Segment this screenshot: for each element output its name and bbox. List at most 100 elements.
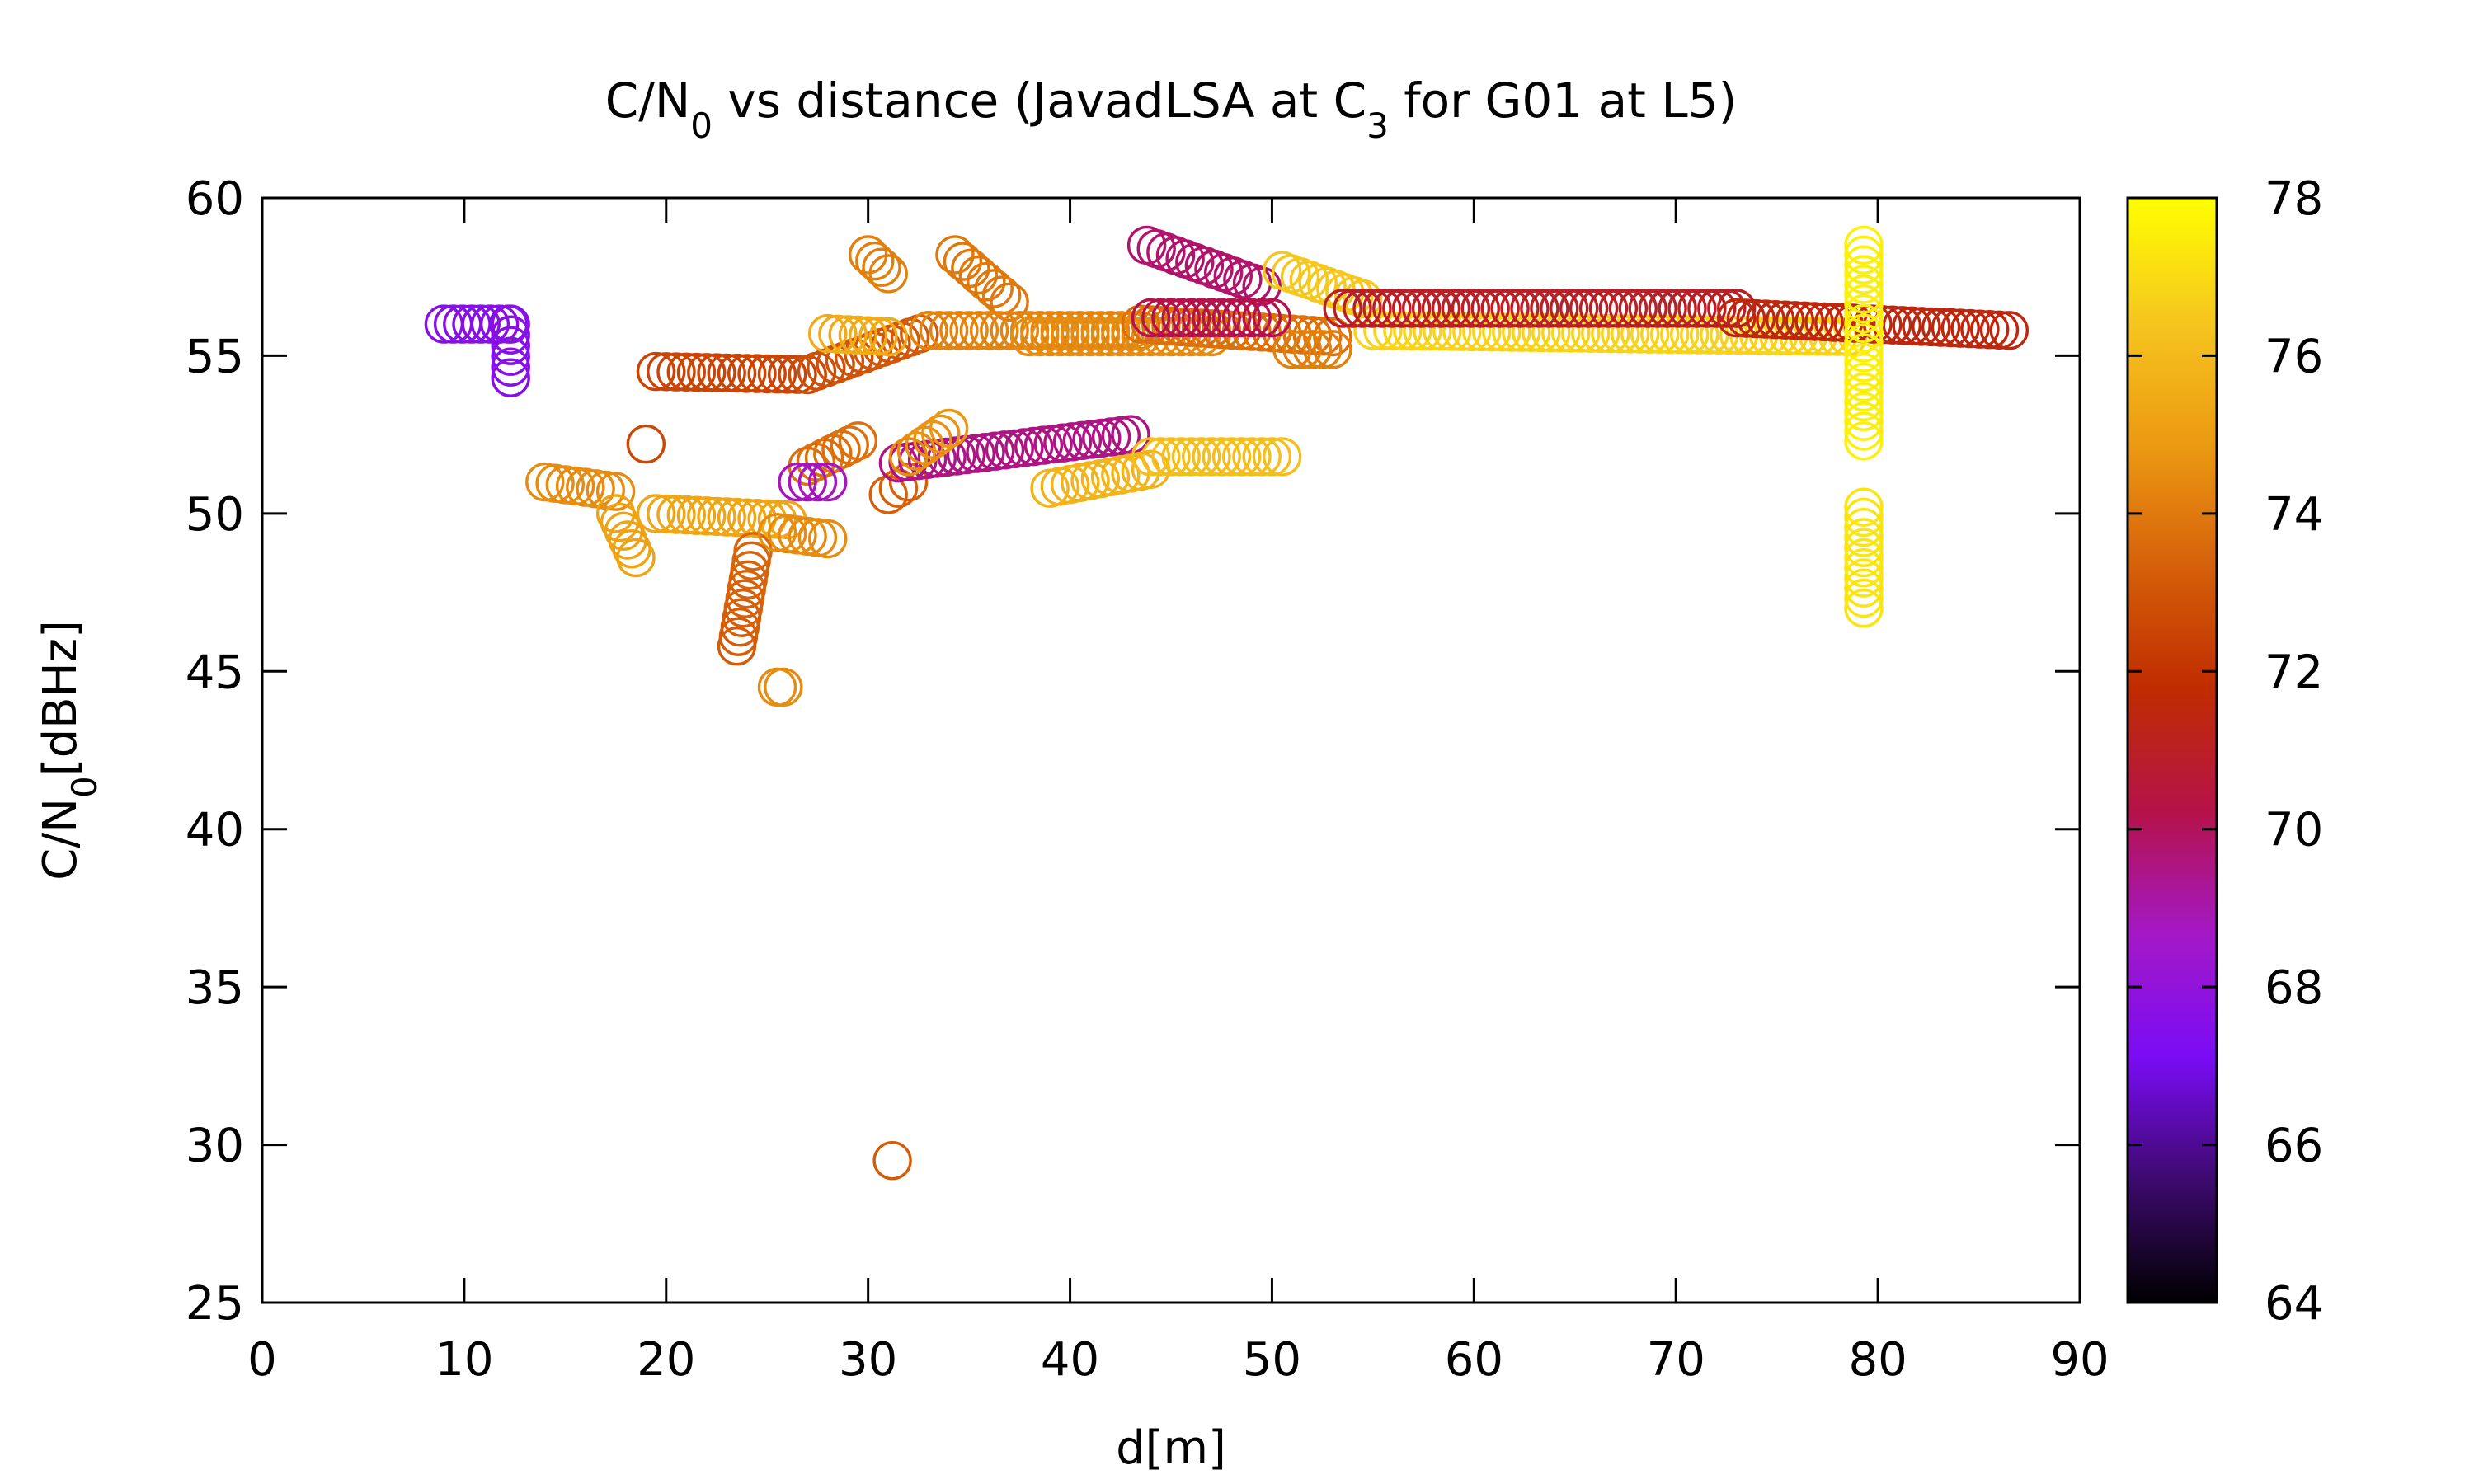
data-point	[1004, 428, 1044, 467]
data-point	[1333, 289, 1372, 328]
data-point	[1569, 289, 1609, 328]
data-point	[687, 496, 727, 536]
data-point	[1020, 317, 1060, 357]
data-point	[990, 311, 1029, 350]
data-point	[1252, 437, 1292, 477]
data-point	[981, 275, 1022, 315]
data-point	[848, 316, 888, 355]
data-point	[1844, 487, 1884, 527]
data-point	[747, 354, 787, 394]
data-point	[595, 472, 636, 511]
data-point	[1232, 437, 1272, 477]
data-point	[1431, 289, 1471, 328]
data-point	[1171, 298, 1211, 338]
data-point	[959, 311, 999, 350]
data-point	[616, 538, 656, 578]
data-point	[555, 466, 595, 506]
data-point	[1421, 289, 1461, 328]
data-point	[1785, 301, 1825, 340]
data-point	[1292, 330, 1333, 369]
data-point	[1510, 289, 1550, 328]
data-point	[757, 513, 797, 552]
data-point	[1171, 308, 1211, 347]
data-point	[636, 351, 676, 392]
data-point	[1844, 411, 1884, 451]
data-point	[1181, 298, 1221, 338]
data-point	[1302, 330, 1343, 369]
y-axis-label: C/N0[dBHz]	[34, 620, 105, 881]
data-point	[1794, 302, 1834, 341]
data-point	[935, 235, 975, 275]
data-point	[1441, 289, 1481, 328]
data-point	[1161, 307, 1201, 347]
data-point	[1050, 317, 1090, 357]
data-point	[1061, 317, 1100, 357]
data-point	[491, 336, 530, 376]
data-point	[656, 495, 696, 534]
data-point	[1460, 289, 1501, 328]
data-point	[808, 462, 848, 502]
data-point	[1211, 298, 1252, 338]
data-point	[647, 352, 686, 392]
x-tick-label: 40	[1041, 1333, 1099, 1387]
data-point	[1549, 289, 1589, 328]
data-point	[470, 304, 510, 344]
plot-frame	[261, 196, 2081, 1304]
data-point	[1111, 415, 1150, 454]
data-point	[980, 311, 1019, 350]
data-point	[1252, 298, 1292, 338]
data-point	[491, 347, 530, 387]
data-point	[676, 352, 717, 392]
data-point	[1979, 310, 2020, 350]
data-point	[778, 462, 817, 502]
data-point	[1940, 308, 1981, 348]
x-tick-label: 50	[1243, 1333, 1301, 1387]
data-point	[768, 355, 807, 394]
colorbar-tick-label: 74	[2265, 488, 2323, 542]
data-point	[1960, 309, 2000, 349]
data-point	[1912, 307, 1951, 347]
data-point	[1756, 300, 1795, 340]
data-point	[1844, 303, 1884, 344]
colorbar-tick-label: 64	[2265, 1277, 2323, 1331]
data-point	[1272, 330, 1312, 369]
y-tick-label: 25	[186, 1277, 244, 1331]
data-point	[1151, 306, 1191, 346]
data-point	[1232, 298, 1272, 338]
data-point	[1121, 304, 1161, 344]
y-tick-label: 35	[186, 961, 244, 1015]
data-point	[967, 262, 1006, 302]
data-point	[1844, 323, 1884, 363]
data-point	[1844, 372, 1884, 412]
data-point	[1530, 289, 1569, 328]
data-point	[707, 497, 746, 537]
data-point	[491, 326, 530, 365]
data-point	[1844, 558, 1884, 598]
data-point	[1618, 289, 1658, 328]
data-point	[1844, 343, 1884, 383]
data-point	[757, 500, 797, 539]
colorbar-tick-label: 70	[2265, 804, 2323, 857]
data-point	[1451, 289, 1491, 328]
data-point	[974, 269, 1014, 308]
data-point	[1667, 289, 1707, 328]
data-point	[647, 494, 686, 534]
data-point	[872, 1140, 912, 1181]
data-point	[999, 311, 1040, 350]
data-point	[1040, 317, 1080, 357]
data-point	[1343, 289, 1382, 328]
data-point	[788, 516, 827, 556]
data-point	[1716, 289, 1757, 328]
data-point	[1844, 568, 1884, 608]
data-point	[1131, 298, 1171, 338]
data-point	[1141, 306, 1181, 345]
data-point	[1192, 309, 1231, 349]
data-point	[612, 529, 651, 569]
data-point	[1765, 300, 1805, 340]
data-point	[1181, 437, 1221, 477]
data-point	[1033, 424, 1073, 464]
chart-title: C/N0 vs distance (JavadLSA at C3 for G01…	[605, 73, 1737, 146]
data-point	[909, 311, 948, 350]
data-point	[1648, 289, 1687, 328]
data-point	[1844, 578, 1884, 618]
